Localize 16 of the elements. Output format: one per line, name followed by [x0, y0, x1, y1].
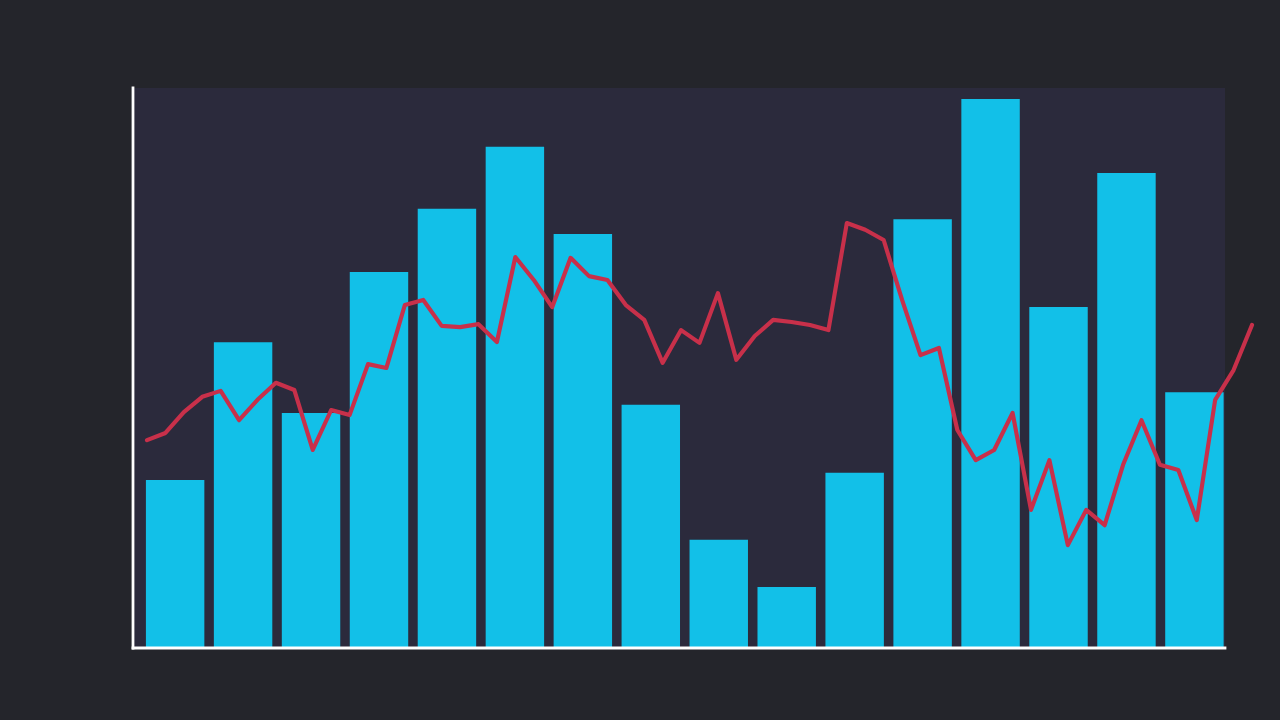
- bar: [1097, 173, 1156, 648]
- bar: [689, 539, 748, 648]
- bar: [349, 271, 409, 648]
- bar: [621, 404, 681, 648]
- bar: [757, 587, 816, 648]
- bar: [1029, 307, 1088, 648]
- bar: [553, 234, 613, 648]
- bar: [961, 98, 1020, 648]
- bar: [485, 146, 545, 648]
- bar: [825, 472, 884, 648]
- bar: [893, 219, 952, 648]
- bar: [213, 342, 273, 648]
- bar: [417, 208, 477, 648]
- bar: [281, 413, 341, 648]
- bar: [145, 480, 205, 648]
- bar: [1165, 392, 1224, 648]
